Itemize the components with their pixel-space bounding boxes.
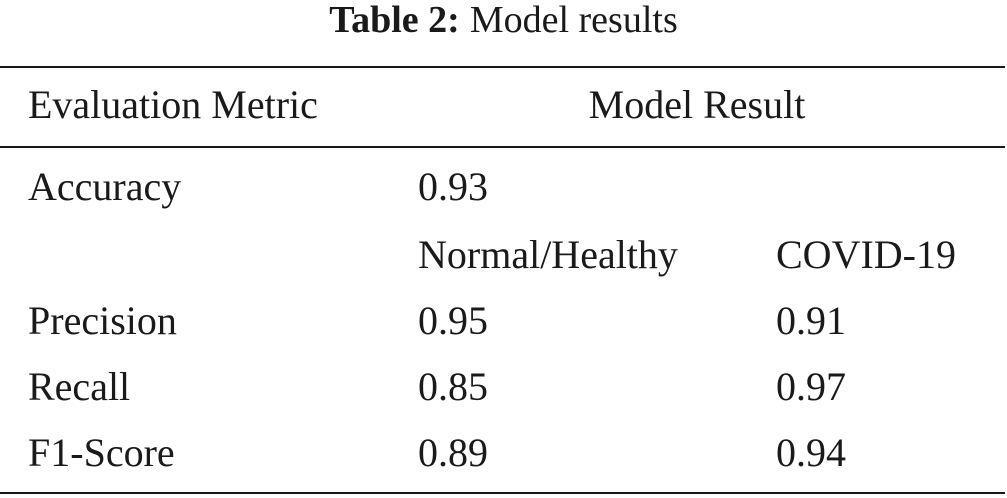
f1-score-covid-value: 0.94: [776, 430, 846, 475]
row-label-accuracy: Accuracy: [28, 164, 182, 209]
f1-score-normal-value: 0.89: [418, 430, 488, 475]
recall-normal-value: 0.85: [418, 364, 488, 409]
table-bottom-rule: [0, 492, 1005, 494]
class-header-normal: Normal/Healthy: [418, 232, 678, 277]
table-header-rule: [0, 146, 1005, 148]
class-header-covid: COVID-19: [776, 232, 956, 277]
accuracy-value: 0.93: [418, 164, 488, 209]
column-header-metric: Evaluation Metric: [28, 82, 318, 127]
precision-normal-value: 0.95: [418, 298, 488, 343]
table-caption-text: Model results: [469, 0, 678, 41]
precision-covid-value: 0.91: [776, 298, 846, 343]
recall-covid-value: 0.97: [776, 364, 846, 409]
table-caption-label: Table 2:: [329, 0, 460, 41]
table-top-rule: [0, 66, 1005, 68]
row-label-recall: Recall: [28, 364, 131, 409]
column-header-result: Model Result: [588, 82, 806, 127]
row-label-precision: Precision: [28, 298, 177, 343]
table-caption: Table 2: Model results: [0, 0, 1007, 44]
row-label-f1-score: F1-Score: [28, 430, 175, 475]
